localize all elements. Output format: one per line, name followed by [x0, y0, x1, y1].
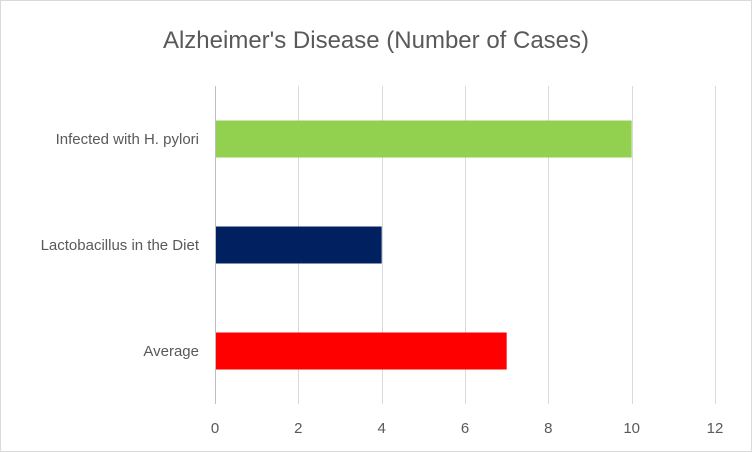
- x-tick-label: 4: [377, 420, 385, 437]
- chart-title: Alzheimer's Disease (Number of Cases): [162, 27, 590, 54]
- category-label: Average: [143, 343, 199, 360]
- x-tick-label: 2: [294, 420, 302, 437]
- x-tick-label: 10: [623, 420, 640, 437]
- bar: [216, 332, 507, 370]
- x-tick-label: 0: [211, 420, 219, 437]
- category-label: Lactobacillus in the Diet: [41, 237, 200, 254]
- bars: [216, 120, 632, 370]
- x-tick-label: 6: [461, 420, 469, 437]
- category-label: Infected with H. pylori: [56, 131, 199, 148]
- x-tick-label: 12: [707, 420, 724, 437]
- x-tick-label: 8: [544, 420, 552, 437]
- bar: [216, 120, 632, 158]
- bar: [216, 226, 382, 264]
- labels: 0 2 4 6 8 10 12 Infected with H. pylori Lactobac…: [41, 131, 724, 437]
